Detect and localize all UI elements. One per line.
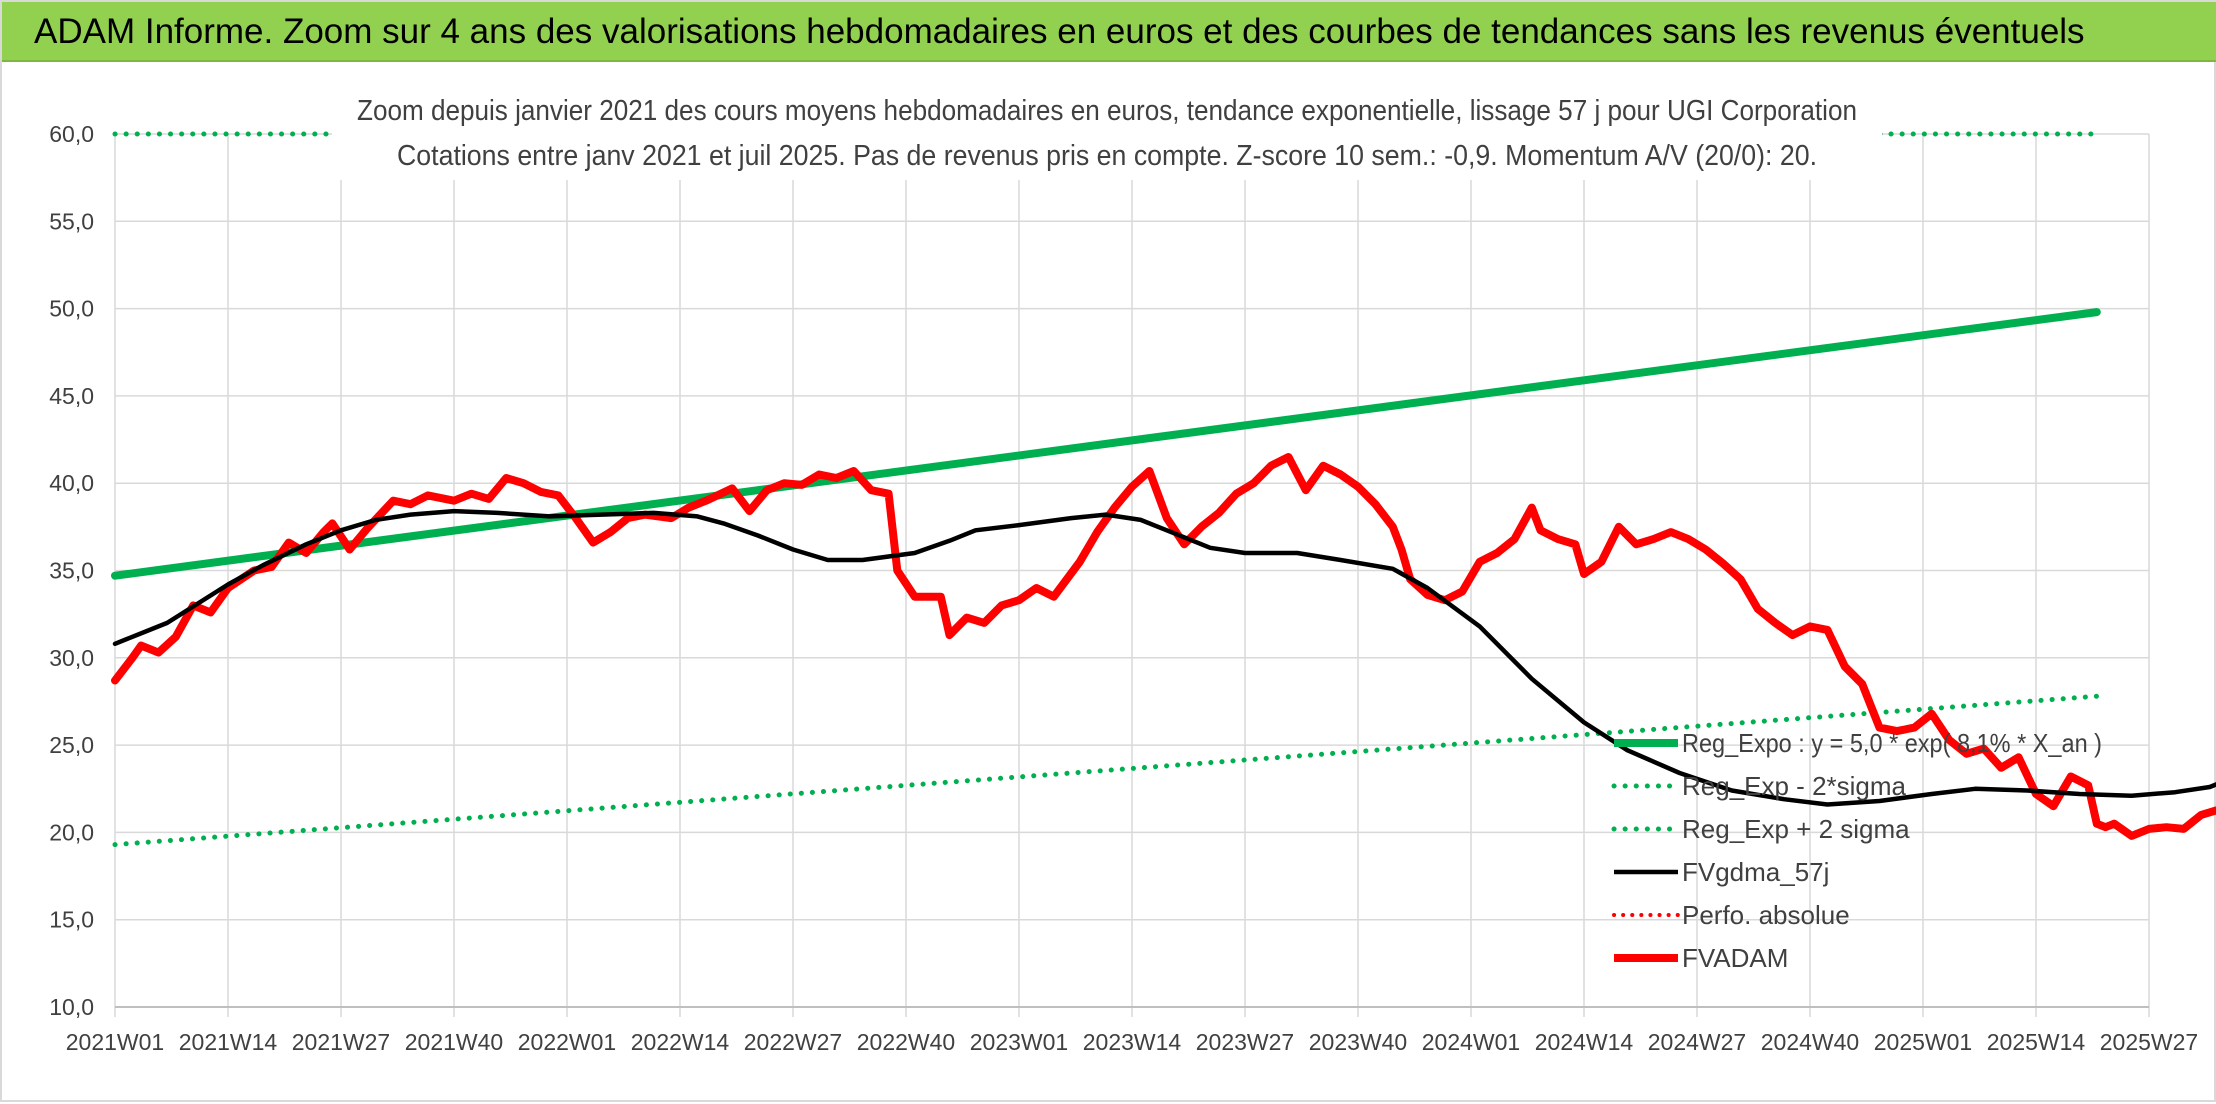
y-tick-label: 55,0 <box>49 208 94 234</box>
x-tick-label: 2025W01 <box>1874 1029 1972 1055</box>
y-tick-label: 40,0 <box>49 470 94 496</box>
x-tick-label: 2021W27 <box>292 1029 390 1055</box>
y-tick-label: 30,0 <box>49 645 94 671</box>
x-tick-label: 2021W14 <box>179 1029 278 1055</box>
x-tick-label: 2023W14 <box>1083 1029 1182 1055</box>
x-tick-label: 2021W40 <box>405 1029 503 1055</box>
y-axis: 10,0 15,0 20,0 25,0 30,0 35,0 40,0 45,0 50,0 55,0… <box>49 121 94 1020</box>
legend-label: FVADAM <box>1682 943 1788 973</box>
x-tick-label: 2023W40 <box>1309 1029 1407 1055</box>
fvgdma-57j-line <box>112 508 2216 807</box>
chart-title: Zoom depuis janvier 2021 des cours moyen… <box>357 95 1857 127</box>
y-tick-label: 10,0 <box>49 994 94 1020</box>
x-tick-label: 2023W01 <box>970 1029 1068 1055</box>
legend-label: FVgdma_57j <box>1682 857 1829 887</box>
report-banner: ADAM Informe. Zoom sur 4 ans des valoris… <box>2 2 2216 62</box>
reg-expo-line <box>111 308 2101 580</box>
y-tick-label: 50,0 <box>49 296 94 322</box>
x-tick-label: 2024W27 <box>1648 1029 1746 1055</box>
y-tick-label: 60,0 <box>49 121 94 147</box>
y-tick-label: 15,0 <box>49 907 94 933</box>
y-tick-label: 20,0 <box>49 819 94 845</box>
x-tick-label: 2021W01 <box>66 1029 164 1055</box>
x-tick-label: 2022W40 <box>857 1029 955 1055</box>
legend-label: Reg_Exp + 2 sigma <box>1682 814 1910 844</box>
x-tick-label: 2025W14 <box>1987 1029 2086 1055</box>
chart-subtitle: Cotations entre janv 2021 et juil 2025. … <box>397 140 1817 172</box>
chart-grid <box>114 133 2150 1017</box>
chart-legend: Reg_Expo : y = 5,0 * exp( 8,1% * X_an ) R… <box>1611 728 2102 973</box>
x-axis: 2021W01 2021W14 2021W27 2021W40 2022W01 2022W… <box>66 1006 2198 1055</box>
legend-label: Reg_Exp - 2*sigma <box>1682 771 1907 801</box>
x-tick-label: 2024W01 <box>1422 1029 1520 1055</box>
x-tick-label: 2023W27 <box>1196 1029 1294 1055</box>
chart-title-background <box>332 88 1882 180</box>
x-tick-label: 2024W40 <box>1761 1029 1859 1055</box>
report-title: ADAM Informe. Zoom sur 4 ans des valoris… <box>34 12 2085 51</box>
x-tick-label: 2025W27 <box>2100 1029 2198 1055</box>
y-tick-label: 25,0 <box>49 732 94 758</box>
legend-label: Reg_Expo : y = 5,0 * exp( 8,1% * X_an ) <box>1682 728 2102 758</box>
x-tick-label: 2022W14 <box>631 1029 730 1055</box>
reg-exp-minus-2-sigma-line <box>112 693 2100 848</box>
y-tick-label: 35,0 <box>49 558 94 584</box>
fvadam-line <box>111 453 2216 840</box>
x-tick-label: 2022W01 <box>518 1029 616 1055</box>
x-tick-label: 2022W27 <box>744 1029 842 1055</box>
x-tick-label: 2024W14 <box>1535 1029 1634 1055</box>
legend-label: Perfo. absolue <box>1682 900 1850 930</box>
y-tick-label: 45,0 <box>49 383 94 409</box>
chart-title-block: Zoom depuis janvier 2021 des cours moyen… <box>332 88 1882 180</box>
